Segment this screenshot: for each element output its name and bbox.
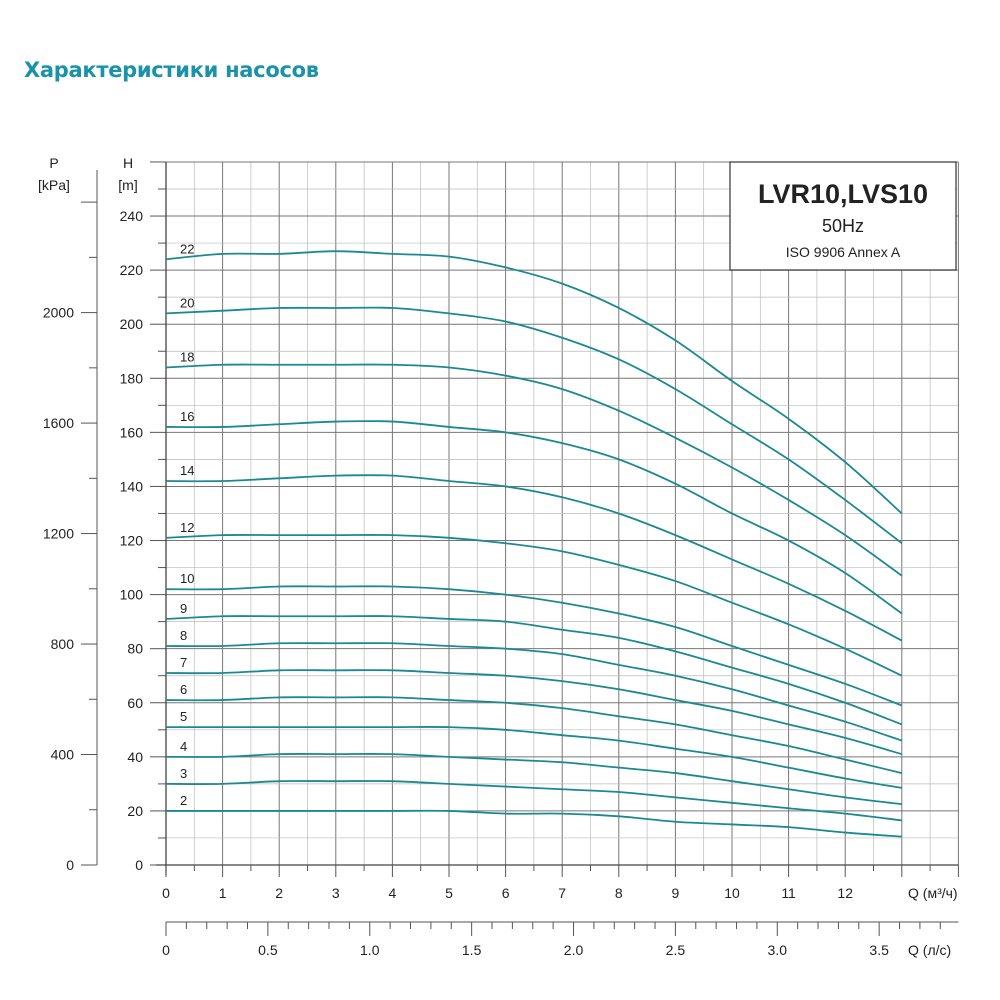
y2-tick-label: 1200	[43, 526, 74, 542]
curve-label: 3	[180, 766, 187, 781]
y-tick-label: 140	[120, 478, 144, 494]
curve-label: 14	[180, 463, 194, 478]
curve-stage-14	[165, 474, 903, 642]
x-tick-label: 1	[219, 885, 227, 901]
curve-label: 16	[180, 409, 194, 424]
y-tick-label: 100	[120, 587, 144, 603]
curve-stage-9	[165, 615, 903, 726]
curve-label: 10	[180, 571, 194, 586]
curve-stage-5	[166, 725, 902, 789]
curve-stage-10	[165, 585, 903, 707]
x-tick-label: 5	[445, 885, 453, 901]
y-tick-label: 80	[127, 641, 143, 657]
y2-tick-label: 800	[51, 636, 75, 652]
y-tick-label: 0	[135, 857, 143, 873]
y-tick-label: 20	[127, 803, 143, 819]
y2-tick-label: 0	[66, 857, 74, 873]
x2-tick-label: 1.0	[360, 942, 380, 958]
curve-label: 20	[180, 295, 194, 310]
curve-label: 22	[180, 241, 194, 256]
x-tick-label: 3	[332, 885, 340, 901]
curve-stage-3	[165, 780, 902, 822]
x2-tick-label: 0.5	[258, 942, 278, 958]
y-tick-label: 200	[120, 316, 144, 332]
y-tick-label: 40	[127, 749, 143, 765]
curve-label: 4	[180, 739, 187, 754]
x-tick-label: 10	[724, 885, 740, 901]
x-tick-label: 8	[615, 885, 623, 901]
x2-tick-label: 0	[162, 942, 170, 958]
curve-label: 12	[180, 520, 194, 535]
x-tick-label: 9	[672, 885, 680, 901]
curve-stage-20	[165, 306, 903, 544]
curve-stage-22	[165, 250, 903, 515]
y-tick-label: 160	[120, 424, 144, 440]
x-tick-label: 7	[558, 885, 566, 901]
curve-label: 2	[180, 793, 187, 808]
curve-stage-18	[165, 363, 903, 577]
curve-stage-16	[165, 420, 903, 615]
x-tick-label: 2	[275, 885, 283, 901]
x-tick-label: 6	[502, 885, 510, 901]
legend-box	[729, 161, 957, 271]
y-tick-label: 220	[120, 262, 144, 278]
curve-label: 5	[180, 709, 187, 724]
curve-label: 8	[180, 628, 187, 643]
x2-tick-label: 3.0	[768, 942, 788, 958]
legend-frequency: 50Hz	[822, 216, 864, 236]
curve-stage-7	[165, 669, 903, 756]
curve-stage-12	[165, 534, 903, 677]
curve-stage-6	[165, 696, 903, 774]
curve-label: 7	[180, 655, 187, 670]
page-title: Характеристики насосов	[24, 58, 319, 82]
legend-standard: ISO 9906 Annex A	[786, 244, 901, 260]
y-tick-label: 60	[127, 695, 143, 711]
y2-axis-label: P	[49, 155, 58, 171]
curve-label: 6	[180, 682, 187, 697]
y-tick-label: 240	[120, 208, 144, 224]
curve-stage-8	[165, 642, 903, 742]
x-tick-label: 0	[162, 885, 170, 901]
y2-tick-label: 1600	[43, 415, 74, 431]
x2-tick-label: 2.0	[564, 942, 584, 958]
y-axis-unit: [m]	[118, 177, 137, 193]
y-tick-label: 120	[120, 533, 144, 549]
curve-label: 9	[180, 601, 187, 616]
y-tick-label: 180	[120, 370, 144, 386]
y2-axis-unit: [kPa]	[38, 177, 70, 193]
curve-stage-2	[166, 809, 902, 838]
x2-tick-label: 3.5	[869, 942, 889, 958]
x-tick-label: 4	[389, 885, 397, 901]
x-axis-label: Q (м³/ч)	[908, 885, 958, 901]
x-tick-label: 11	[781, 885, 796, 901]
y2-tick-label: 2000	[43, 305, 74, 321]
x-tick-label: 12	[837, 885, 853, 901]
legend-model: LVR10,LVS10	[758, 179, 928, 209]
y-axis-label: H	[123, 155, 133, 171]
curve-stage-4	[165, 753, 902, 806]
x2-tick-label: 1.5	[462, 942, 482, 958]
x2-axis-label: Q (л/с)	[908, 942, 951, 958]
y2-tick-label: 400	[51, 747, 75, 763]
curve-label: 18	[180, 349, 194, 364]
x2-tick-label: 2.5	[666, 942, 686, 958]
